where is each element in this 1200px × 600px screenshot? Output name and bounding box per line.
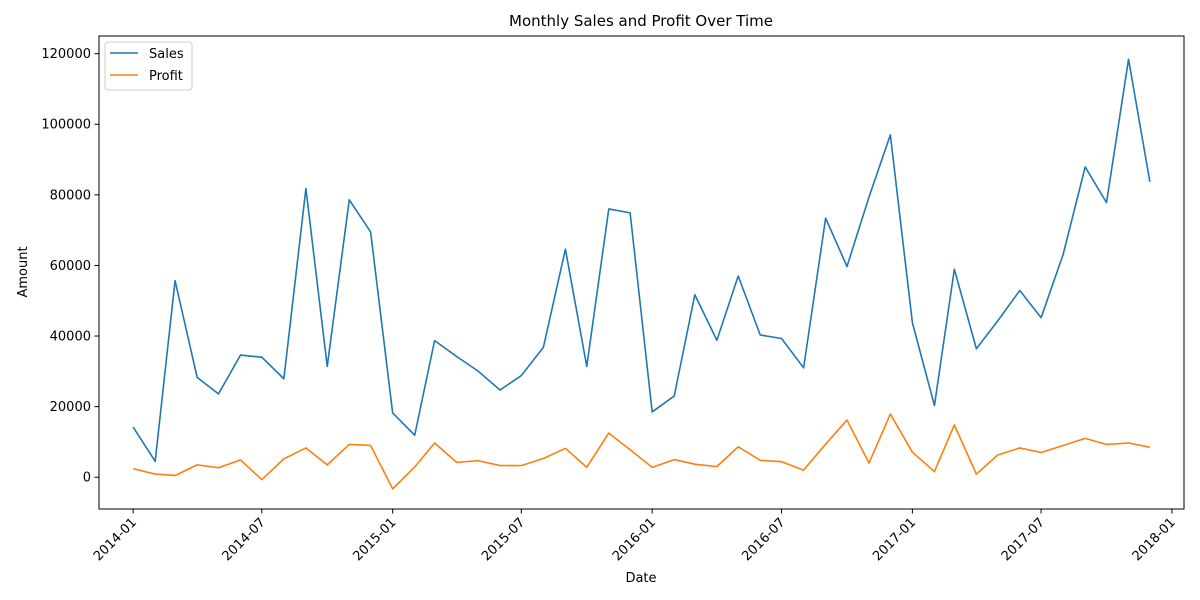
- chart-title: Monthly Sales and Profit Over Time: [509, 12, 773, 30]
- series-line-profit: [132, 413, 1151, 490]
- y-tick-label: 100000: [41, 118, 91, 133]
- legend-label-profit: Profit: [149, 69, 183, 84]
- axes-frame: [98, 35, 1185, 510]
- y-tick-label: 20000: [50, 400, 91, 415]
- y-axis: 0 20000 40000 60000 80000 100000 120000: [41, 47, 99, 486]
- y-tick-label: 80000: [50, 188, 91, 203]
- y-tick-label: 120000: [41, 47, 91, 62]
- y-axis-title: Amount: [16, 246, 31, 297]
- y-tick-label: 40000: [50, 330, 91, 345]
- legend: Sales Profit: [104, 41, 193, 91]
- series-line-sales: [132, 58, 1151, 463]
- x-axis-title: Date: [625, 571, 656, 586]
- legend-label-sales: Sales: [149, 47, 184, 62]
- plot-area: [132, 58, 1151, 490]
- legend-box: [104, 41, 193, 91]
- y-tick-label: 60000: [50, 259, 91, 274]
- y-tick-label: 0: [83, 471, 91, 486]
